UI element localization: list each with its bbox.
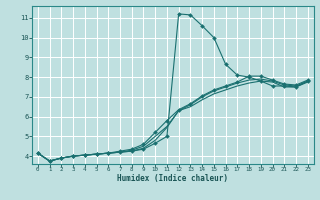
X-axis label: Humidex (Indice chaleur): Humidex (Indice chaleur) bbox=[117, 174, 228, 183]
